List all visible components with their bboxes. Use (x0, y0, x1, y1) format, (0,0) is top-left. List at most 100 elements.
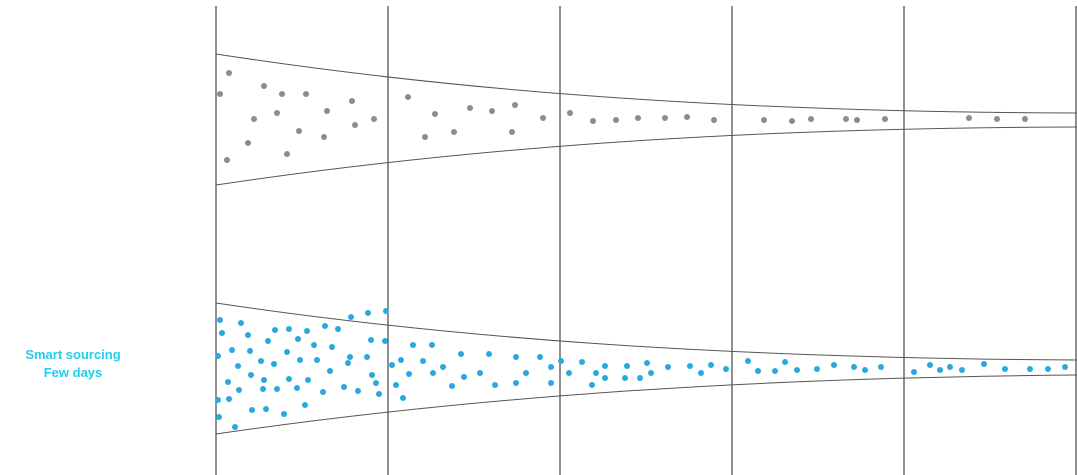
bottom-dot-5 (272, 327, 278, 333)
top-dot-33 (761, 117, 767, 123)
bottom-dot-29 (458, 351, 464, 357)
bottom-dot-104 (589, 382, 595, 388)
bottom-dot-40 (420, 358, 426, 364)
bottom-dot-33 (215, 353, 221, 359)
bottom-dot-84 (959, 367, 965, 373)
top-dot-27 (590, 118, 596, 124)
bottom-dot-113 (232, 424, 238, 430)
bottom-dot-98 (373, 380, 379, 386)
top-dot-25 (422, 134, 428, 140)
top-dot-36 (843, 116, 849, 122)
bottom-dot-49 (687, 363, 693, 369)
bottom-dot-37 (327, 368, 333, 374)
top-dot-31 (684, 114, 690, 120)
top-dot-24 (451, 129, 457, 135)
bottom-dot-2 (238, 320, 244, 326)
bottom-dot-63 (523, 370, 529, 376)
bottom-dot-20 (382, 338, 388, 344)
bottom-dot-18 (410, 342, 416, 348)
top-dot-15 (321, 134, 327, 140)
bottom-dot-73 (782, 359, 788, 365)
top-dot-41 (1022, 116, 1028, 122)
bottom-dot-106 (400, 395, 406, 401)
bottom-dot-25 (314, 357, 320, 363)
top-dot-29 (635, 115, 641, 121)
top-dot-37 (854, 117, 860, 123)
bottom-dot-13 (265, 338, 271, 344)
bottom-dot-71 (755, 368, 761, 374)
bottom-dot-14 (295, 336, 301, 342)
bottom-dot-6 (286, 326, 292, 332)
bottom-dot-30 (486, 351, 492, 357)
top-dot-39 (966, 115, 972, 121)
bottom-dot-62 (477, 370, 483, 376)
top-dot-19 (467, 105, 473, 111)
bottom-funnel-label-title: Smart sourcing (25, 347, 121, 362)
bottom-dot-70 (698, 370, 704, 376)
bottom-dot-93 (274, 386, 280, 392)
bottom-dot-79 (878, 364, 884, 370)
top-dot-14 (245, 140, 251, 146)
bottom-dot-36 (271, 361, 277, 367)
bottom-dot-80 (911, 369, 917, 375)
bottom-funnel-lower-edge (215, 374, 1077, 435)
bottom-dot-89 (1062, 364, 1068, 370)
bottom-dot-43 (558, 358, 564, 364)
bottom-dot-32 (537, 354, 543, 360)
bottom-dot-108 (249, 407, 255, 413)
bottom-dot-69 (648, 370, 654, 376)
bottom-dot-95 (320, 389, 326, 395)
bottom-dot-90 (236, 387, 242, 393)
bottom-dot-111 (302, 402, 308, 408)
bottom-dot-99 (393, 382, 399, 388)
bottom-dot-94 (294, 385, 300, 391)
bottom-dot-112 (216, 414, 222, 420)
top-dot-3 (261, 83, 267, 89)
bottom-dot-74 (794, 367, 800, 373)
bottom-dot-60 (430, 370, 436, 376)
bottom-dot-82 (937, 367, 943, 373)
bottom-dot-15 (311, 342, 317, 348)
top-dot-20 (489, 108, 495, 114)
bottom-dot-110 (281, 411, 287, 417)
bottom-dot-109 (263, 406, 269, 412)
bottom-dot-72 (772, 368, 778, 374)
top-dot-5 (303, 91, 309, 97)
bottom-dot-67 (622, 375, 628, 381)
bottom-dot-24 (297, 357, 303, 363)
bottom-dot-76 (831, 362, 837, 368)
bottom-funnel-upper-edge (215, 302, 1077, 361)
bottom-dot-47 (644, 360, 650, 366)
top-dot-8 (274, 110, 280, 116)
bottom-dot-75 (814, 366, 820, 372)
bottom-dot-31 (513, 354, 519, 360)
bottom-dot-28 (398, 357, 404, 363)
bottom-dot-105 (376, 391, 382, 397)
bottom-dot-58 (369, 372, 375, 378)
bottom-dot-44 (579, 359, 585, 365)
bottom-dot-52 (745, 358, 751, 364)
bottom-dot-41 (440, 364, 446, 370)
bottom-dot-50 (708, 362, 714, 368)
bottom-dot-85 (981, 361, 987, 367)
bottom-dot-35 (235, 363, 241, 369)
bottom-funnel-label: Smart sourcing Few days (0, 346, 146, 382)
top-dot-10 (251, 116, 257, 122)
bottom-dot-59 (406, 371, 412, 377)
bottom-dot-16 (329, 344, 335, 350)
bottom-dot-68 (637, 375, 643, 381)
bottom-dot-78 (862, 367, 868, 373)
bottom-dot-97 (355, 388, 361, 394)
bottom-dot-19 (429, 342, 435, 348)
bottom-dot-53 (248, 372, 254, 378)
top-dot-6 (349, 98, 355, 104)
top-dot-2 (217, 91, 223, 97)
top-dot-32 (711, 117, 717, 123)
bottom-dot-22 (247, 348, 253, 354)
bottom-dot-7 (304, 328, 310, 334)
top-dot-11 (371, 116, 377, 122)
bottom-dot-45 (602, 363, 608, 369)
bottom-dot-46 (624, 363, 630, 369)
bottom-dot-92 (260, 386, 266, 392)
